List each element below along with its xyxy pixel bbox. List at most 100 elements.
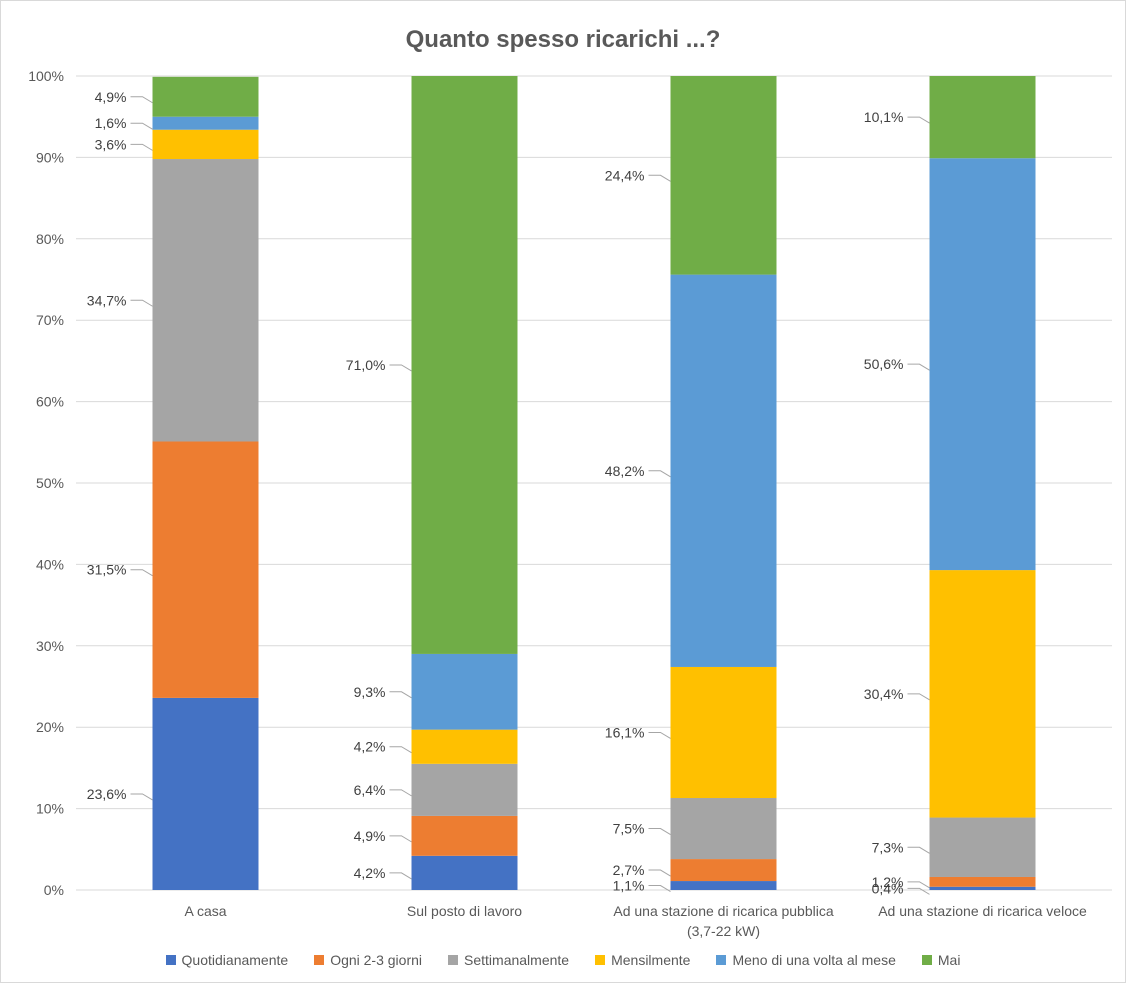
bar-segment xyxy=(411,76,518,654)
y-tick-label: 80% xyxy=(36,231,64,247)
x-tick-label: Ad una stazione di ricarica pubblica xyxy=(613,903,833,919)
bar-segment xyxy=(670,881,777,890)
leader-line xyxy=(130,143,153,151)
leader-line xyxy=(907,887,930,895)
legend-swatch xyxy=(448,955,459,965)
y-tick-label: 40% xyxy=(36,556,64,572)
legend-label: Ogni 2-3 giorni xyxy=(330,952,423,968)
y-tick-label: 50% xyxy=(36,475,64,491)
legend-item: Settimanalmente xyxy=(448,952,569,968)
bar-segment xyxy=(929,817,1036,877)
leader-line xyxy=(907,116,930,124)
data-label: 2,7% xyxy=(613,862,645,878)
leader-line xyxy=(130,96,153,104)
data-label: 34,7% xyxy=(87,292,127,308)
legend-swatch xyxy=(314,955,325,965)
bar-segment xyxy=(929,570,1036,818)
leader-line xyxy=(130,569,153,577)
bar-segment xyxy=(411,815,518,856)
legend-label: Meno di una volta al mese xyxy=(732,952,896,968)
legend-item: Ogni 2-3 giorni xyxy=(314,952,422,968)
data-label: 7,3% xyxy=(872,839,904,855)
bar-segment xyxy=(411,653,518,730)
leader-line xyxy=(648,885,671,892)
data-label: 7,5% xyxy=(613,821,645,837)
leader-line xyxy=(907,693,930,701)
bar-segment xyxy=(929,158,1036,571)
leader-line xyxy=(907,881,930,889)
bar-segment xyxy=(152,159,259,442)
data-label: 48,2% xyxy=(605,463,645,479)
leader-line xyxy=(389,789,412,797)
data-label: 0,4% xyxy=(872,880,904,896)
legend-item: Meno di una volta al mese xyxy=(716,952,896,968)
bar-segment xyxy=(152,129,259,160)
x-tick-label: (3,7-22 kW) xyxy=(687,923,760,939)
y-tick-label: 100% xyxy=(28,68,64,84)
bar-segment xyxy=(670,274,777,667)
chart-title: Quanto spesso ricarichi ...? xyxy=(405,26,721,53)
leader-line xyxy=(389,364,412,372)
bar-segment xyxy=(152,76,259,117)
legend-item: Mensilmente xyxy=(595,952,690,968)
leader-line xyxy=(648,174,671,182)
legend-label: Mensilmente xyxy=(611,952,691,968)
x-tick-label: Ad una stazione di ricarica veloce xyxy=(878,903,1087,919)
y-tick-label: 70% xyxy=(36,312,64,328)
leader-line xyxy=(389,691,412,699)
bar-segment xyxy=(411,729,518,764)
leader-line xyxy=(130,299,153,307)
bar-segment xyxy=(152,441,259,698)
leader-line xyxy=(907,846,930,854)
data-label: 23,6% xyxy=(87,786,127,802)
x-tick-label: Sul posto di lavoro xyxy=(407,903,522,919)
bar-segment xyxy=(670,798,777,860)
data-label: 24,4% xyxy=(605,167,645,183)
leader-line xyxy=(648,470,671,478)
leader-line xyxy=(648,828,671,835)
y-tick-label: 20% xyxy=(36,719,64,735)
legend-label: Quotidianamente xyxy=(181,952,289,968)
data-label: 3,6% xyxy=(95,136,127,152)
bar-segment xyxy=(929,876,1036,887)
chart-legend: Quotidianamente Ogni 2-3 giorni Settimanal… xyxy=(0,952,1126,968)
data-label: 1,2% xyxy=(872,874,904,890)
data-label: 4,2% xyxy=(354,865,386,881)
data-label: 31,5% xyxy=(87,562,127,578)
data-label: 1,1% xyxy=(613,878,645,894)
data-label: 30,4% xyxy=(864,686,904,702)
y-tick-label: 90% xyxy=(36,149,64,165)
legend-swatch xyxy=(165,955,176,965)
leader-line xyxy=(389,835,412,843)
bar-segment xyxy=(670,859,777,882)
data-label: 16,1% xyxy=(605,724,645,740)
bar-segment xyxy=(929,886,1036,890)
legend-item: Mai xyxy=(921,952,961,968)
legend-item: Quotidianamente xyxy=(165,952,289,968)
leader-line xyxy=(389,872,412,880)
leader-line xyxy=(648,731,671,739)
data-label: 1,6% xyxy=(95,115,127,131)
legend-label: Mai xyxy=(937,952,961,968)
legend-label: Settimanalmente xyxy=(464,952,570,968)
bar-segment xyxy=(152,116,259,130)
data-label: 4,9% xyxy=(354,828,386,844)
bar-segment xyxy=(152,697,259,890)
leader-line xyxy=(648,869,671,877)
leader-line xyxy=(389,746,412,754)
bar-segment xyxy=(411,763,518,816)
y-tick-label: 60% xyxy=(36,394,64,410)
bar-segment xyxy=(411,855,518,890)
legend-swatch xyxy=(716,955,727,965)
data-label: 10,1% xyxy=(864,109,904,125)
legend-swatch xyxy=(595,955,606,965)
bar-segment xyxy=(670,76,777,275)
y-tick-label: 10% xyxy=(36,801,64,817)
data-label: 71,0% xyxy=(346,357,386,373)
data-label: 4,9% xyxy=(95,89,127,105)
leader-line xyxy=(907,363,930,371)
y-tick-label: 0% xyxy=(44,882,64,898)
leader-line xyxy=(130,122,153,130)
data-label: 9,3% xyxy=(354,684,386,700)
bar-segment xyxy=(670,666,777,799)
